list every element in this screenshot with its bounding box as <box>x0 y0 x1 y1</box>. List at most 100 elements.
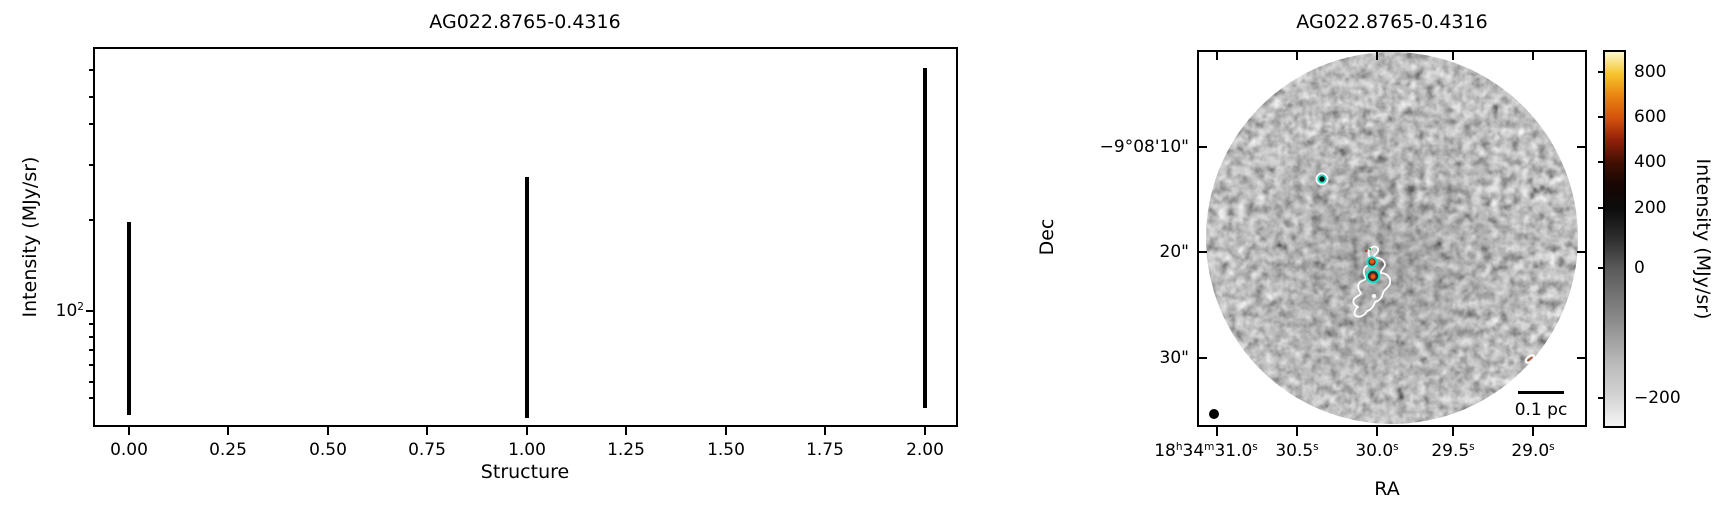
left-x-tick <box>625 427 627 435</box>
dec-tick <box>1199 146 1207 148</box>
ra-tick <box>1376 427 1378 436</box>
left-x-tick-label: 1.25 <box>607 440 645 460</box>
peak-dot <box>1368 258 1376 265</box>
left-x-tick-label: 1.50 <box>707 440 745 460</box>
left-x-axis-label: Structure <box>480 461 570 483</box>
dec-tick-label: −9°08'10" <box>1099 137 1189 157</box>
left-y-major-tick-label: 102 <box>40 301 84 321</box>
colorbar-tick-label: 400 <box>1634 152 1667 172</box>
contour-main-clump <box>1352 245 1392 318</box>
peak-dot <box>1369 273 1377 280</box>
intensity-range-bar-structure-2 <box>923 68 927 408</box>
contour-twin-cores <box>1365 256 1381 298</box>
ra-tick-top <box>1452 52 1454 60</box>
left-x-tick <box>227 427 229 435</box>
contour-compact-source <box>1315 172 1329 186</box>
dec-tick <box>1199 357 1207 359</box>
dec-tick-right <box>1577 357 1585 359</box>
dec-tick-label: 30" <box>1159 348 1189 368</box>
left-y-minor-tick <box>89 381 93 383</box>
left-x-tick <box>128 427 130 435</box>
intensity-range-bar-structure-0 <box>127 222 131 415</box>
left-y-minor-tick <box>89 364 93 366</box>
colorbar <box>1603 50 1626 428</box>
left-x-tick <box>725 427 727 435</box>
left-x-tick-label: 0.25 <box>209 440 247 460</box>
left-x-tick <box>824 427 826 435</box>
noise-field <box>1206 52 1578 424</box>
left-x-tick-label: 0.50 <box>309 440 347 460</box>
colorbar-tick-label: −200 <box>1634 388 1681 408</box>
colorbar-tick <box>1598 161 1603 163</box>
ra-tick <box>1296 427 1298 436</box>
ra-tick <box>1532 427 1534 436</box>
small-white-dot <box>1372 294 1376 298</box>
ra-seconds-unit: s <box>1252 441 1258 454</box>
y-tick-exponent: 2 <box>77 301 84 314</box>
colorbar-tick-label: 200 <box>1634 198 1667 218</box>
colorbar-tick-label: 800 <box>1634 62 1667 82</box>
contour-speck-red <box>1365 250 1367 252</box>
left-y-minor-tick <box>89 69 93 71</box>
left-y-minor-tick <box>89 123 93 125</box>
left-y-major-tick <box>86 310 93 312</box>
left-x-tick <box>526 427 528 435</box>
dec-tick-right <box>1577 251 1585 253</box>
ra-seconds-unit: s <box>1549 441 1555 454</box>
dec-tick <box>1199 251 1207 253</box>
left-y-minor-tick <box>89 96 93 98</box>
ra-tick-top <box>1532 52 1534 60</box>
ra-tick <box>1452 427 1454 436</box>
left-y-minor-tick <box>89 336 93 338</box>
colorbar-tick <box>1598 397 1603 399</box>
ra-hours: 18 <box>1154 441 1176 461</box>
left-y-minor-tick <box>89 164 93 166</box>
ra-seconds: 31.0 <box>1214 441 1253 461</box>
left-y-minor-tick <box>89 397 93 399</box>
ra-seconds: 29.0 <box>1511 441 1550 461</box>
left-x-tick <box>327 427 329 435</box>
left-panel-title: AG022.8765-0.4316 <box>429 11 621 33</box>
left-y-minor-tick <box>89 219 93 221</box>
scalebar-line <box>1518 391 1564 394</box>
ra-seconds-unit: s <box>1313 441 1319 454</box>
ra-hours-unit: h <box>1175 441 1183 454</box>
ra-seconds: 30.5 <box>1275 441 1314 461</box>
left-y-minor-tick <box>89 349 93 351</box>
ra-tick-label: 29.0s <box>1511 441 1554 461</box>
sky-map-image <box>1206 52 1578 424</box>
ra-tick-label: 18h34m31.0s <box>1154 441 1258 461</box>
right-x-axis-label: RA <box>1374 478 1400 500</box>
left-y-axis-label: Intensity (MJy/sr) <box>19 156 41 318</box>
colorbar-tick-label: 0 <box>1634 258 1645 278</box>
dec-tick-label: 20" <box>1159 242 1189 262</box>
colorbar-tick-label: 600 <box>1634 107 1667 127</box>
ra-seconds-unit: s <box>1469 441 1475 454</box>
ra-seconds: 30.0 <box>1355 441 1394 461</box>
ra-tick-top <box>1296 52 1298 60</box>
colorbar-tick <box>1598 116 1603 118</box>
left-y-minor-tick <box>89 323 93 325</box>
dec-tick-right <box>1577 146 1585 148</box>
y-tick-base: 10 <box>55 301 78 321</box>
left-x-tick-label: 1.00 <box>508 440 546 460</box>
colorbar-tick <box>1598 207 1603 209</box>
ra-tick-label: 29.5s <box>1431 441 1474 461</box>
colorbar-axis-label: Intensity (MJy/sr) <box>1692 158 1714 320</box>
ra-seconds-unit: s <box>1393 441 1399 454</box>
left-x-tick <box>426 427 428 435</box>
left-x-tick-label: 1.75 <box>806 440 844 460</box>
left-x-tick-label: 0.00 <box>110 440 148 460</box>
sky-map-area <box>1197 50 1587 427</box>
intensity-range-bar-structure-1 <box>525 177 529 418</box>
right-panel-title: AG022.8765-0.4316 <box>1296 11 1488 33</box>
ra-tick-label: 30.0s <box>1355 441 1398 461</box>
contour-edge-artifact <box>1524 354 1536 364</box>
left-x-tick-label: 0.75 <box>408 440 446 460</box>
ra-minutes: 34 <box>1182 441 1205 461</box>
left-x-tick-label: 2.00 <box>906 440 944 460</box>
beam-marker <box>1209 409 1219 419</box>
colorbar-tick <box>1598 267 1603 269</box>
colorbar-tick <box>1598 71 1603 73</box>
